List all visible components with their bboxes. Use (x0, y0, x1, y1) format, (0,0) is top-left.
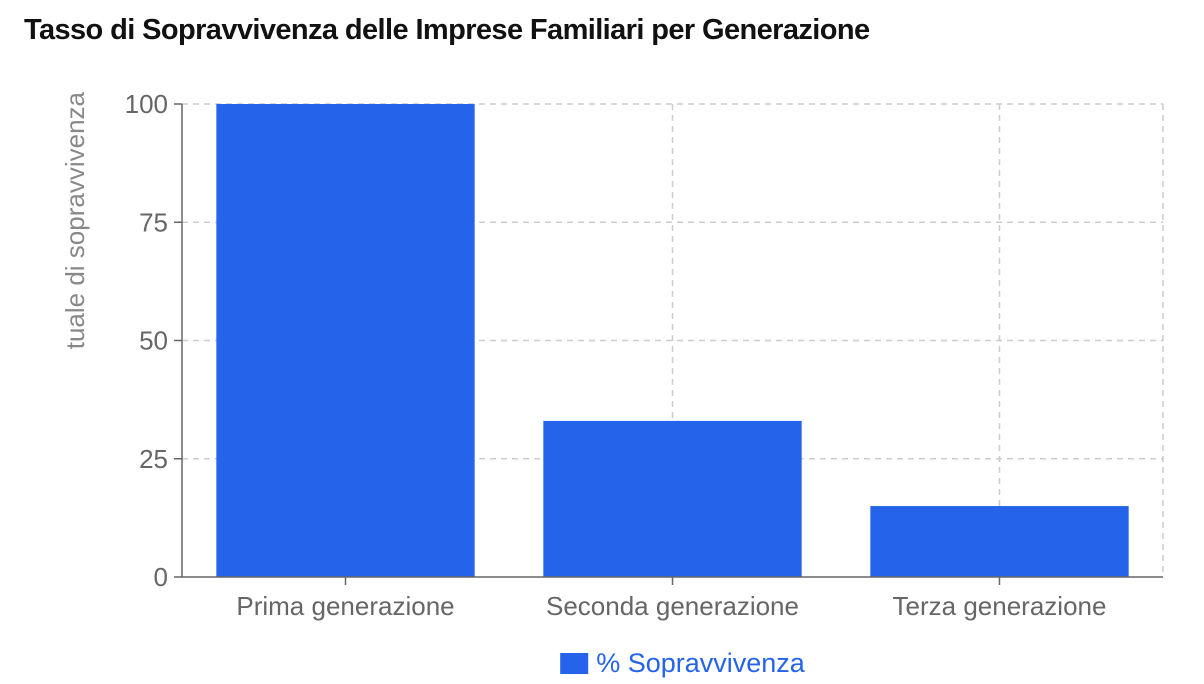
y-tick-label: 100 (125, 89, 168, 119)
bar[interactable] (870, 506, 1129, 577)
x-tick-label: Terza generazione (893, 591, 1107, 621)
bar[interactable] (216, 104, 475, 577)
y-tick-label: 0 (154, 562, 168, 592)
axes (174, 103, 1163, 585)
x-tick-label: Seconda generazione (546, 591, 799, 621)
legend[interactable]: % Sopravvivenza (560, 648, 806, 678)
x-tick-labels: Prima generazione Seconda generazione Terz… (236, 591, 1106, 621)
y-tick-label: 50 (139, 326, 168, 356)
y-axis-label: Percentuale di sopravvivenza (60, 91, 90, 431)
bars (216, 104, 1129, 577)
legend-swatch (560, 653, 589, 674)
bar[interactable] (543, 420, 802, 577)
y-tick-labels: 0 25 50 75 100 (125, 89, 168, 592)
chart-title: Tasso di Sopravvivenza delle Imprese Fam… (24, 14, 870, 46)
x-tick-label: Prima generazione (236, 591, 454, 621)
legend-label: % Sopravvivenza (596, 648, 806, 678)
y-tick-label: 75 (139, 207, 168, 237)
y-tick-label: 25 (139, 444, 168, 474)
